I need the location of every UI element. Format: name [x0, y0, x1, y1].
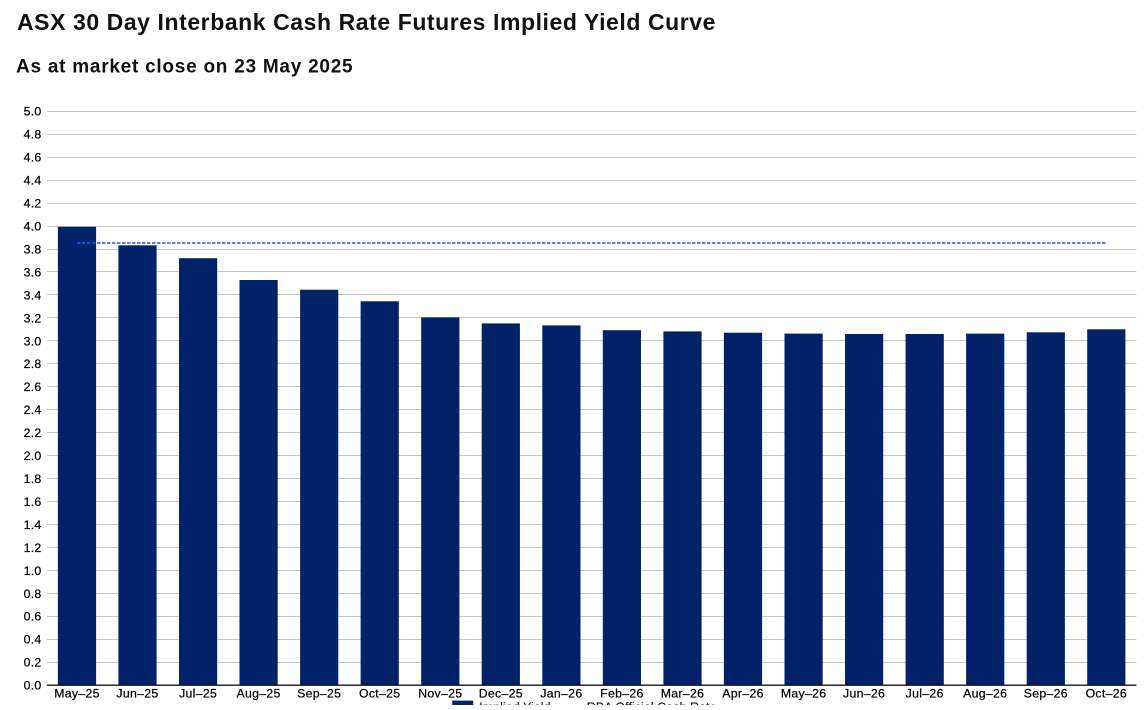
- svg-text:3.2: 3.2: [24, 311, 42, 325]
- svg-text:1.6: 1.6: [24, 495, 42, 509]
- svg-text:3.8: 3.8: [24, 242, 42, 256]
- svg-text:0.4: 0.4: [24, 633, 42, 647]
- svg-text:1.4: 1.4: [24, 518, 42, 532]
- svg-text:3.0: 3.0: [24, 334, 42, 348]
- svg-text:Aug–26: Aug–26: [963, 686, 1007, 700]
- svg-text:Jan–26: Jan–26: [540, 686, 582, 700]
- svg-text:3.4: 3.4: [24, 288, 42, 302]
- svg-text:Jun–26: Jun–26: [843, 686, 885, 700]
- svg-text:Oct–25: Oct–25: [359, 686, 400, 700]
- svg-text:Sep–25: Sep–25: [297, 686, 341, 700]
- svg-text:2.2: 2.2: [24, 426, 42, 440]
- svg-text:Sep–26: Sep–26: [1024, 686, 1068, 700]
- svg-text:Jul–25: Jul–25: [179, 686, 217, 700]
- svg-text:1.8: 1.8: [24, 472, 42, 486]
- svg-text:4.2: 4.2: [24, 197, 42, 211]
- svg-text:1.2: 1.2: [24, 541, 42, 555]
- svg-text:0.0: 0.0: [24, 679, 42, 693]
- svg-text:4.4: 4.4: [24, 174, 42, 188]
- svg-text:Aug–25: Aug–25: [236, 686, 280, 700]
- svg-text:0.6: 0.6: [24, 610, 42, 624]
- svg-text:1.0: 1.0: [24, 564, 42, 578]
- svg-text:2.0: 2.0: [24, 449, 42, 463]
- svg-text:0.8: 0.8: [24, 587, 42, 601]
- svg-text:2.8: 2.8: [24, 357, 42, 371]
- svg-text:4.0: 4.0: [24, 220, 42, 234]
- svg-text:Feb–26: Feb–26: [600, 686, 644, 700]
- svg-text:Implied Yield: Implied Yield: [479, 701, 550, 706]
- svg-text:4.8: 4.8: [24, 128, 42, 142]
- svg-text:Apr–26: Apr–26: [722, 686, 763, 700]
- svg-text:Mar–26: Mar–26: [661, 686, 705, 700]
- svg-text:Jul–26: Jul–26: [906, 686, 944, 700]
- svg-text:ASX 30 Day Interbank Cash Rate: ASX 30 Day Interbank Cash Rate Futures I…: [17, 9, 716, 35]
- svg-text:4.6: 4.6: [24, 151, 42, 165]
- svg-text:5.0: 5.0: [24, 105, 42, 119]
- svg-text:RBA Official Cash Rate: RBA Official Cash Rate: [587, 701, 717, 706]
- svg-text:Oct–26: Oct–26: [1086, 686, 1127, 700]
- svg-text:As at market close on 23 May 2: As at market close on 23 May 2025: [16, 56, 353, 77]
- svg-text:May–25: May–25: [54, 686, 100, 700]
- svg-text:2.4: 2.4: [24, 403, 42, 417]
- svg-text:Jun–25: Jun–25: [116, 686, 158, 700]
- svg-text:Nov–25: Nov–25: [418, 686, 462, 700]
- svg-text:2.6: 2.6: [24, 380, 42, 394]
- svg-text:0.2: 0.2: [24, 656, 42, 670]
- svg-text:3.6: 3.6: [24, 265, 42, 279]
- svg-text:May–26: May–26: [781, 686, 827, 700]
- svg-text:Dec–25: Dec–25: [479, 686, 523, 700]
